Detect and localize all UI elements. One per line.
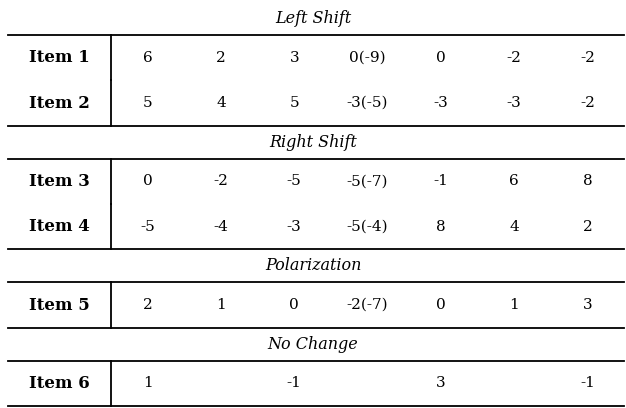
Text: 3: 3 (583, 298, 592, 312)
Text: Left Shift: Left Shift (275, 10, 351, 27)
Text: -3: -3 (287, 220, 302, 233)
Text: -4: -4 (213, 220, 228, 233)
Text: 8: 8 (583, 175, 592, 188)
Text: -1: -1 (287, 377, 302, 390)
Text: -2: -2 (506, 51, 521, 65)
Text: 3: 3 (436, 377, 446, 390)
Text: -2: -2 (213, 175, 228, 188)
Text: Item 1: Item 1 (29, 49, 90, 67)
Text: 0: 0 (143, 175, 153, 188)
Text: -2: -2 (580, 96, 595, 110)
Text: 2: 2 (582, 220, 592, 233)
Text: 4: 4 (216, 96, 226, 110)
Text: Item 5: Item 5 (29, 297, 90, 313)
Text: 3: 3 (289, 51, 299, 65)
Text: 0: 0 (436, 51, 446, 65)
Text: 0: 0 (436, 298, 446, 312)
Text: -1: -1 (433, 175, 448, 188)
Text: 0: 0 (289, 298, 299, 312)
Text: 1: 1 (216, 298, 226, 312)
Text: 1: 1 (143, 377, 153, 390)
Text: 1: 1 (509, 298, 519, 312)
Text: -2(-7): -2(-7) (347, 298, 388, 312)
Text: -5(-4): -5(-4) (347, 220, 388, 233)
Text: Item 6: Item 6 (29, 375, 90, 392)
Text: No Change: No Change (268, 336, 358, 353)
Text: Polarization: Polarization (265, 257, 361, 274)
Text: -3(-5): -3(-5) (347, 96, 388, 110)
Text: Item 2: Item 2 (29, 95, 90, 111)
Text: -5: -5 (287, 175, 302, 188)
Text: 2: 2 (216, 51, 226, 65)
Text: 2: 2 (143, 298, 153, 312)
Text: 6: 6 (509, 175, 519, 188)
Text: 5: 5 (289, 96, 299, 110)
Text: Item 4: Item 4 (29, 218, 90, 235)
Text: Item 3: Item 3 (29, 173, 90, 190)
Text: -5(-7): -5(-7) (347, 175, 388, 188)
Text: -1: -1 (580, 377, 595, 390)
Text: 6: 6 (143, 51, 153, 65)
Text: -5: -5 (140, 220, 155, 233)
Text: -3: -3 (433, 96, 448, 110)
Text: -3: -3 (506, 96, 521, 110)
Text: 0(-9): 0(-9) (349, 51, 386, 65)
Text: 5: 5 (143, 96, 153, 110)
Text: Right Shift: Right Shift (269, 134, 357, 151)
Text: 8: 8 (436, 220, 446, 233)
Text: -2: -2 (580, 51, 595, 65)
Text: 4: 4 (509, 220, 519, 233)
